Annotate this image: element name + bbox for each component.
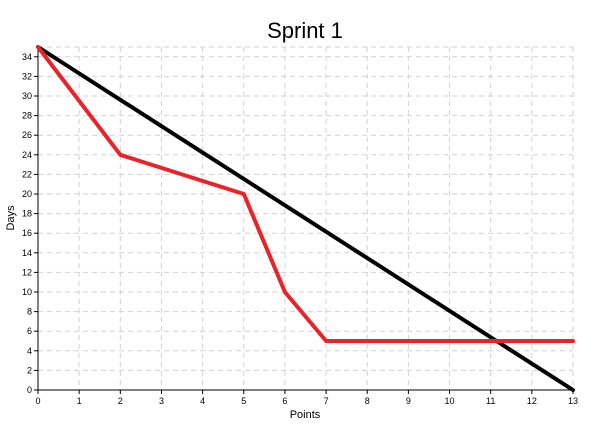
- x-tick-label: 12: [527, 396, 537, 406]
- series-lines: [36, 45, 575, 392]
- y-tick-label: 8: [27, 307, 32, 317]
- x-tick-label: 6: [282, 396, 287, 406]
- actual-burndown-line: [36, 45, 575, 343]
- y-tick-label: 14: [22, 248, 32, 258]
- x-tick-label: 3: [159, 396, 164, 406]
- x-axis-title: Points: [290, 409, 321, 421]
- x-tick-label: 11: [486, 396, 495, 406]
- x-tick-label: 10: [445, 396, 455, 406]
- y-tick-label: 24: [22, 150, 32, 160]
- y-tick-label: 28: [22, 111, 32, 121]
- y-tick-label: 18: [22, 209, 32, 219]
- tick-labels: 0 1 2 3 4 5 6 7 8 9 10 11 12 130246810121416182022242…: [22, 52, 578, 406]
- y-tick-label: 22: [22, 169, 32, 179]
- y-tick-label: 0: [27, 385, 32, 395]
- y-tick-label: 16: [22, 228, 32, 238]
- x-tick-label: 9: [406, 396, 411, 406]
- y-tick-label: 32: [22, 71, 32, 81]
- x-tick-label: 0: [35, 396, 40, 406]
- x-tick-label: 13: [568, 396, 578, 406]
- x-tick-label: 2: [118, 396, 123, 406]
- y-tick-label: 34: [22, 52, 32, 62]
- y-tick-label: 30: [22, 91, 32, 101]
- y-tick-label: 10: [22, 287, 32, 297]
- y-axis-title: Days: [5, 205, 17, 231]
- y-tick-label: 6: [27, 326, 32, 336]
- axes: [34, 47, 574, 394]
- x-tick-label: 8: [365, 396, 370, 406]
- x-tick-label: 4: [200, 396, 205, 406]
- y-tick-label: 4: [27, 346, 32, 356]
- y-tick-label: 12: [22, 267, 32, 277]
- chart-title: Sprint 1: [267, 18, 343, 43]
- y-tick-label: 20: [22, 189, 32, 199]
- y-tick-label: 2: [27, 365, 32, 375]
- x-tick-label: 5: [241, 396, 246, 406]
- grid-lines: [38, 46, 574, 390]
- x-tick-label: 7: [324, 396, 329, 406]
- ideal-burndown-line: [36, 45, 575, 392]
- y-tick-label: 26: [22, 130, 32, 140]
- x-tick-label: 1: [77, 396, 82, 406]
